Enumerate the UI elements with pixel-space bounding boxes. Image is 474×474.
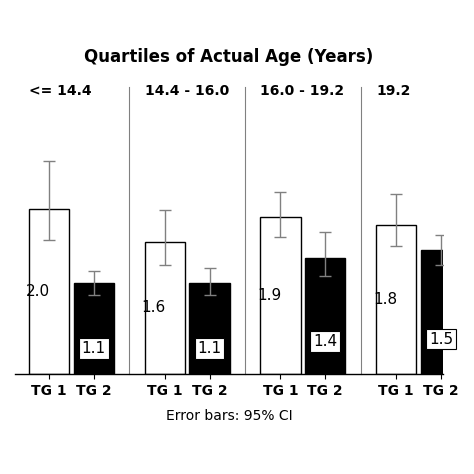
Text: <= 14.4: <= 14.4 — [29, 84, 91, 98]
Bar — [260, 217, 301, 374]
Text: 1.9: 1.9 — [257, 288, 282, 303]
Text: 1.4: 1.4 — [313, 334, 337, 349]
Title: Quartiles of Actual Age (Years): Quartiles of Actual Age (Years) — [84, 48, 374, 66]
Bar — [145, 242, 185, 374]
Text: 1.1: 1.1 — [82, 341, 106, 356]
Bar — [190, 283, 229, 374]
Bar — [73, 283, 114, 374]
Text: 1.5: 1.5 — [429, 332, 453, 346]
Text: Error bars: 95% CI: Error bars: 95% CI — [165, 410, 292, 423]
Text: 1.1: 1.1 — [198, 341, 221, 356]
Bar — [305, 258, 346, 374]
Bar — [376, 225, 416, 374]
Bar — [421, 250, 461, 374]
Text: 1.8: 1.8 — [373, 292, 397, 307]
Text: 19.2: 19.2 — [376, 84, 410, 98]
Bar — [29, 209, 69, 374]
Text: 14.4 - 16.0: 14.4 - 16.0 — [145, 84, 229, 98]
Text: 16.0 - 19.2: 16.0 - 19.2 — [260, 84, 345, 98]
Text: 1.6: 1.6 — [141, 300, 165, 315]
Text: 2.0: 2.0 — [26, 284, 50, 299]
